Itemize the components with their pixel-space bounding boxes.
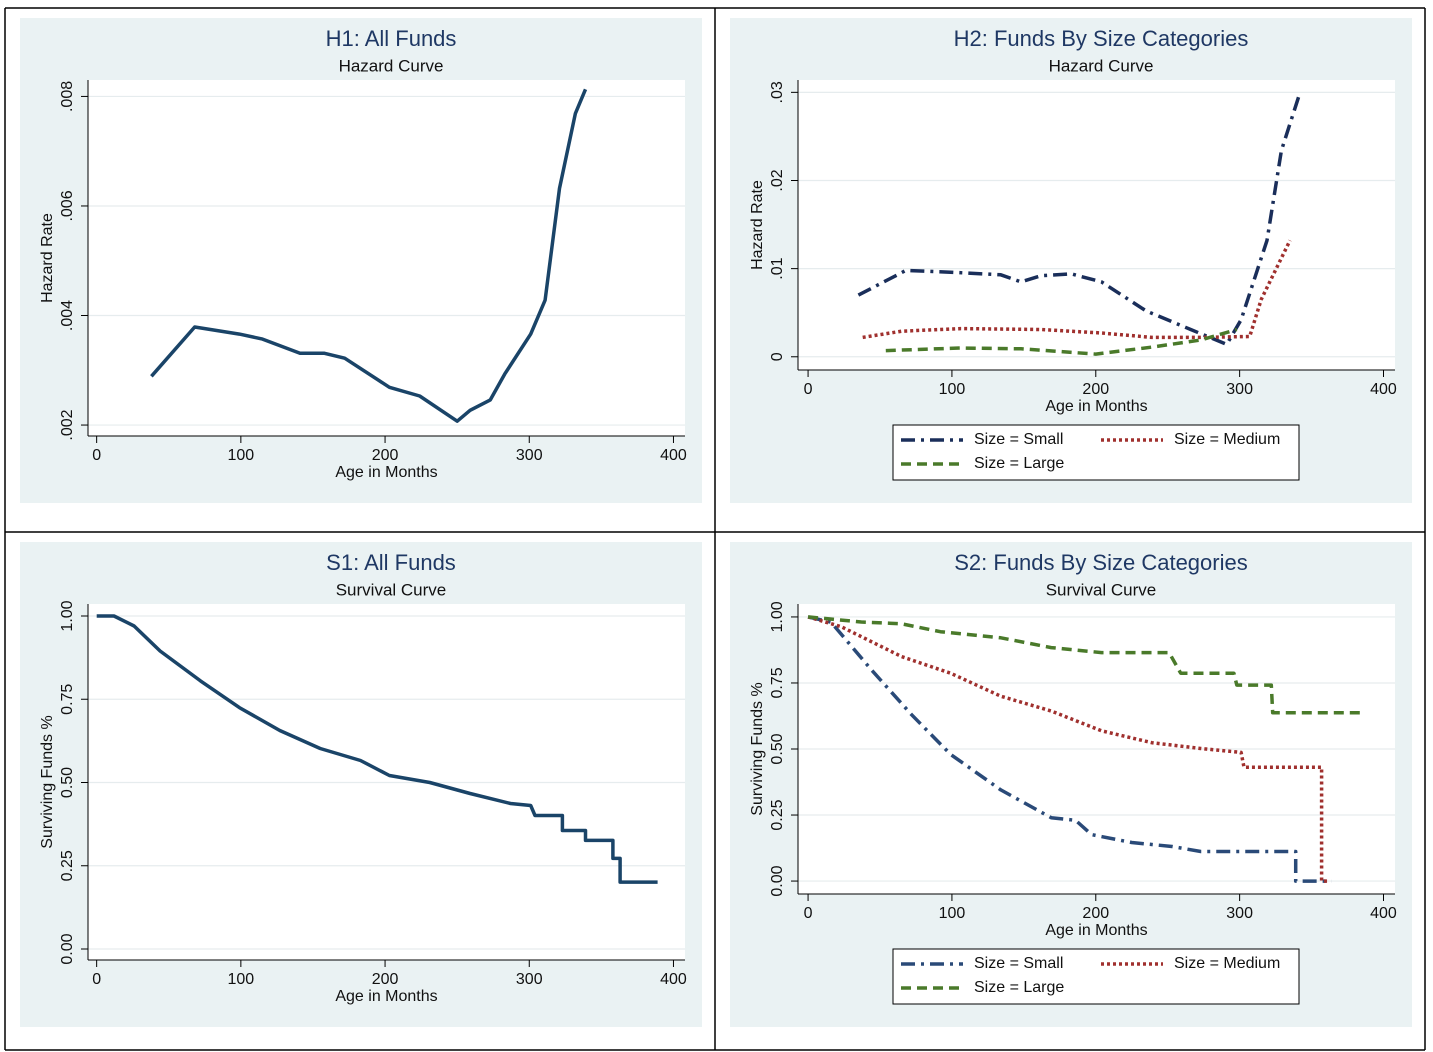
- legend-label: Size = Large: [974, 979, 1064, 996]
- y-tick-label: .002: [59, 409, 76, 440]
- chart-panel: S1: All Funds Survival Curve 0.00 0.25 0.50 0…: [20, 542, 702, 1027]
- y-tick-label: .03: [769, 81, 786, 103]
- x-tick-label: 0: [804, 381, 813, 398]
- data-line: [862, 239, 1292, 340]
- x-tick-label: 200: [372, 447, 399, 464]
- x-tick-label: 0: [804, 905, 813, 922]
- chart-subtitle: Hazard Curve: [1049, 56, 1154, 75]
- legend-label: Size = Medium: [1174, 431, 1280, 448]
- y-tick-label: .006: [59, 190, 76, 221]
- y-tick-label: .01: [769, 257, 786, 279]
- x-tick-label: 100: [228, 971, 255, 988]
- y-tick-label: 0.75: [59, 684, 76, 715]
- legend: [892, 424, 1300, 481]
- y-tick-label: 0.00: [59, 933, 76, 964]
- x-tick-label: 400: [1370, 905, 1397, 922]
- y-tick-label: 0: [769, 352, 786, 361]
- chart-title: H1: All Funds: [326, 26, 457, 51]
- x-axis-label: Age in Months: [335, 988, 437, 1005]
- x-tick-label: 400: [660, 447, 687, 464]
- data-line: [150, 88, 588, 423]
- y-tick-label: .008: [59, 81, 76, 112]
- chart-title: S2: Funds By Size Categories: [954, 550, 1247, 575]
- x-tick-label: 100: [939, 381, 966, 398]
- chart-subtitle: Hazard Curve: [339, 56, 444, 75]
- legend-label: Size = Small: [974, 955, 1063, 972]
- x-axis-label: Age in Months: [335, 464, 437, 481]
- data-line: [807, 615, 1364, 715]
- y-tick-label: 1.00: [769, 601, 786, 632]
- x-tick-label: 400: [660, 971, 687, 988]
- y-tick-label: 0.25: [59, 850, 76, 881]
- y-tick-label: .004: [59, 300, 76, 331]
- chart-panel: H2: Funds By Size Categories Hazard Curve…: [730, 18, 1412, 503]
- x-tick-label: 300: [1226, 905, 1253, 922]
- legend-label: Size = Small: [974, 431, 1063, 448]
- x-tick-label: 300: [516, 971, 543, 988]
- plot-area: [798, 80, 1395, 370]
- data-line: [96, 614, 658, 884]
- chart-title: S1: All Funds: [326, 550, 456, 575]
- x-tick-label: 200: [372, 971, 399, 988]
- x-tick-label: 100: [228, 447, 255, 464]
- chart-title: H2: Funds By Size Categories: [954, 26, 1249, 51]
- y-axis-label: Surviving Funds %: [39, 715, 56, 848]
- chart-subtitle: Survival Curve: [336, 580, 447, 599]
- y-tick-label: 0.00: [769, 865, 786, 896]
- chart-panel: S2: Funds By Size Categories Survival Cur…: [730, 542, 1412, 1027]
- y-tick-label: 0.75: [769, 667, 786, 698]
- data-line: [857, 91, 1302, 347]
- y-axis-label: Surviving Funds %: [749, 682, 766, 815]
- y-tick-label: .02: [769, 169, 786, 191]
- x-axis-label: Age in Months: [1045, 922, 1147, 939]
- x-tick-label: 100: [939, 905, 966, 922]
- legend-label: Size = Large: [974, 455, 1064, 472]
- y-tick-label: 0.50: [59, 767, 76, 798]
- cell-borders: [4, 7, 1426, 1051]
- x-tick-label: 400: [1370, 381, 1397, 398]
- x-tick-label: 0: [92, 971, 101, 988]
- x-tick-label: 0: [92, 447, 101, 464]
- plot-area: [88, 80, 685, 436]
- y-axis-label: Hazard Rate: [749, 180, 766, 270]
- legend-label: Size = Medium: [1174, 955, 1280, 972]
- data-line: [807, 615, 1329, 883]
- x-tick-label: 300: [516, 447, 543, 464]
- chart-subtitle: Survival Curve: [1046, 580, 1157, 599]
- data-line: [885, 327, 1238, 356]
- x-tick-label: 200: [1082, 381, 1109, 398]
- y-tick-label: 1.00: [59, 600, 76, 631]
- x-tick-label: 200: [1082, 905, 1109, 922]
- y-tick-label: 0.25: [769, 799, 786, 830]
- y-tick-label: 0.50: [769, 733, 786, 764]
- x-axis-label: Age in Months: [1045, 398, 1147, 415]
- legend: [892, 948, 1300, 1005]
- x-tick-label: 300: [1226, 381, 1253, 398]
- y-axis-label: Hazard Rate: [39, 213, 56, 303]
- chart-panel: H1: All Funds Hazard Curve .002 .004 .006 .00…: [20, 18, 702, 503]
